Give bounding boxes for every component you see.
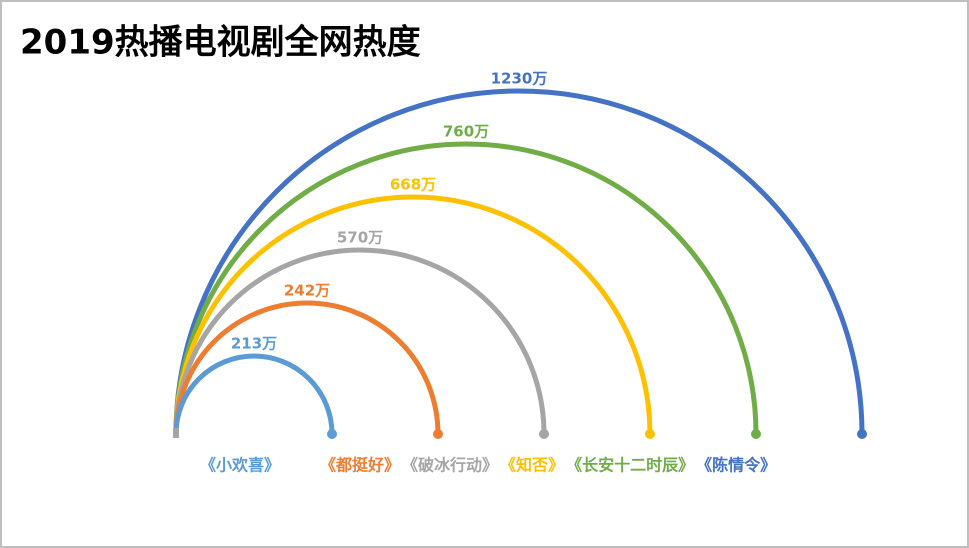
value-label: 1230万 bbox=[491, 70, 548, 88]
category-label: 《陈情令》 bbox=[696, 456, 776, 475]
arc-end bbox=[327, 429, 337, 439]
arc bbox=[173, 88, 865, 435]
arc-end bbox=[751, 429, 761, 439]
arc bbox=[173, 194, 653, 435]
value-label: 213万 bbox=[231, 335, 277, 353]
category-label: 《知否》 bbox=[500, 456, 564, 475]
category-label: 《长安十二时辰》 bbox=[566, 456, 694, 475]
value-label: 242万 bbox=[284, 282, 330, 300]
value-label: 760万 bbox=[443, 123, 489, 141]
value-label: 668万 bbox=[390, 176, 436, 194]
category-label: 《破冰行动》 bbox=[402, 456, 498, 475]
arc bbox=[173, 353, 335, 435]
value-label: 570万 bbox=[337, 229, 383, 247]
arc-end bbox=[539, 429, 549, 439]
arc bbox=[173, 141, 759, 435]
category-label: 《都挺好》 bbox=[320, 456, 400, 475]
arc-end bbox=[857, 429, 867, 439]
arc-end bbox=[645, 429, 655, 439]
arc-end bbox=[433, 429, 443, 439]
category-label: 《小欢喜》 bbox=[200, 456, 280, 475]
arc bbox=[173, 300, 441, 435]
base bbox=[173, 428, 179, 438]
chart-title: 2019热播电视剧全网热度 bbox=[20, 23, 421, 63]
arc bbox=[173, 247, 547, 435]
